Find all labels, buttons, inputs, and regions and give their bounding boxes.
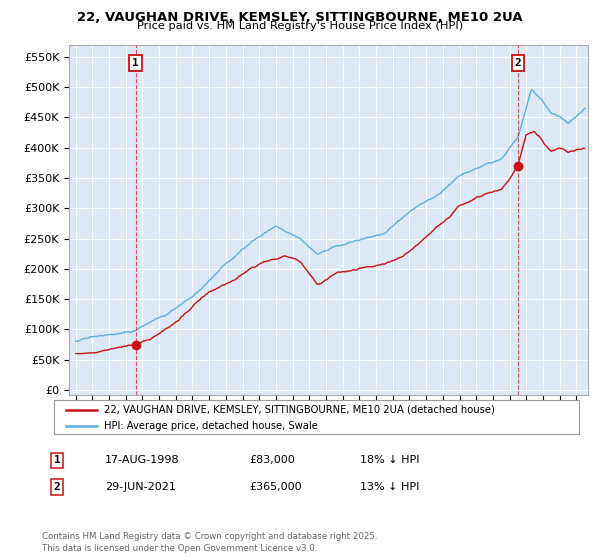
- Text: 29-JUN-2021: 29-JUN-2021: [105, 482, 176, 492]
- Text: 2: 2: [53, 482, 61, 492]
- Text: 1: 1: [53, 455, 61, 465]
- Text: £365,000: £365,000: [249, 482, 302, 492]
- Text: Price paid vs. HM Land Registry's House Price Index (HPI): Price paid vs. HM Land Registry's House …: [137, 21, 463, 31]
- Text: 17-AUG-1998: 17-AUG-1998: [105, 455, 179, 465]
- Text: 1: 1: [132, 58, 139, 68]
- Text: 2: 2: [514, 58, 521, 68]
- Text: £83,000: £83,000: [249, 455, 295, 465]
- Text: 18% ↓ HPI: 18% ↓ HPI: [360, 455, 419, 465]
- Text: 13% ↓ HPI: 13% ↓ HPI: [360, 482, 419, 492]
- Text: Contains HM Land Registry data © Crown copyright and database right 2025.
This d: Contains HM Land Registry data © Crown c…: [42, 533, 377, 553]
- Text: 22, VAUGHAN DRIVE, KEMSLEY, SITTINGBOURNE, ME10 2UA: 22, VAUGHAN DRIVE, KEMSLEY, SITTINGBOURN…: [77, 11, 523, 24]
- Text: 22, VAUGHAN DRIVE, KEMSLEY, SITTINGBOURNE, ME10 2UA (detached house): 22, VAUGHAN DRIVE, KEMSLEY, SITTINGBOURN…: [104, 405, 495, 415]
- Text: HPI: Average price, detached house, Swale: HPI: Average price, detached house, Swal…: [104, 421, 318, 431]
